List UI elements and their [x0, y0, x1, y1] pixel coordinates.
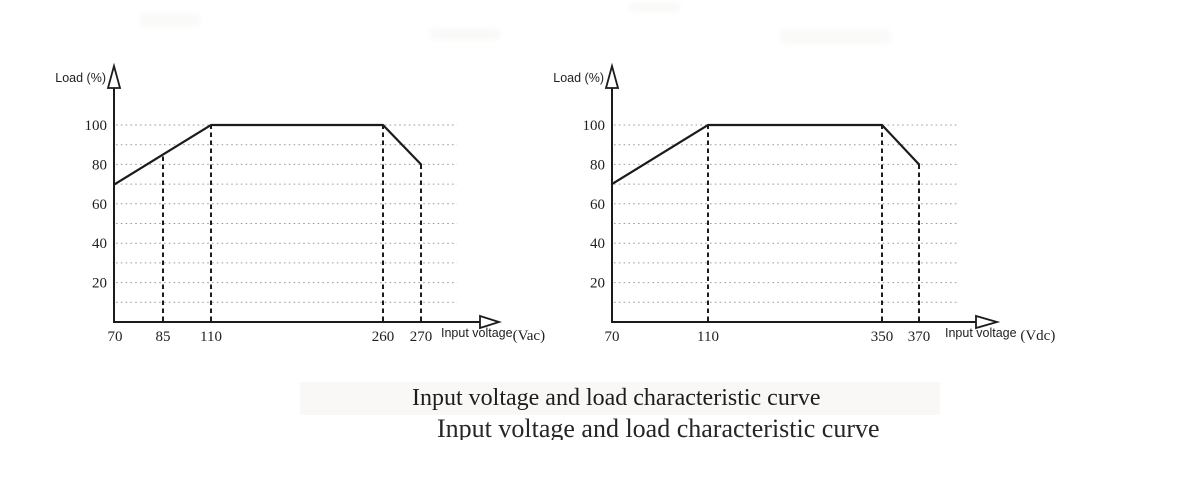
x-tick-label: 110 — [697, 329, 719, 345]
y-tick-label: 40 — [92, 236, 107, 252]
x-axis-arrow-icon — [479, 314, 502, 330]
x-axis-title: Input voltage(Vac) — [441, 326, 545, 344]
y-tick-label: 60 — [92, 197, 107, 213]
x-axis-title-text: Input voltage — [441, 326, 513, 340]
scan-artifact — [140, 14, 200, 26]
x-tick-label: 85 — [156, 329, 171, 345]
y-tick-label: 20 — [92, 276, 107, 292]
scan-artifact — [780, 30, 890, 44]
y-tick-label: 80 — [590, 157, 605, 173]
x-axis-arrow-icon — [975, 314, 1001, 330]
y-axis-title: Load (%) — [553, 71, 604, 85]
x-axis-unit: (Vac) — [513, 328, 545, 344]
x-axis-title-text: Input voltage — [945, 326, 1017, 340]
x-tick-label: 70 — [108, 329, 123, 345]
y-tick-label: 20 — [590, 276, 605, 292]
y-tick-label: 80 — [92, 157, 107, 173]
x-axis-unit: (Vdc) — [1017, 328, 1056, 344]
scan-artifact — [630, 2, 680, 12]
input-voltage-load-curve-vac: 20 40 60 80 100 70 85 110 260 270 Load (%) Input vo… — [55, 62, 545, 345]
input-voltage-load-curve-vdc: 20 40 60 80 100 70 110 350 370 Load (%) Input volt… — [553, 62, 1055, 345]
load-vs-input-voltage-vac — [113, 123, 423, 186]
y-axis-arrow-icon — [106, 62, 122, 89]
x-tick-label: 110 — [200, 329, 222, 345]
y-axis-title: Load (%) — [55, 71, 106, 85]
y-tick-label: 60 — [590, 197, 605, 213]
y-tick-label: 100 — [85, 118, 108, 134]
load-vs-input-voltage-vdc — [610, 123, 921, 186]
figure-caption-duplicate-text: Input voltage and load characteristic cu… — [437, 414, 880, 440]
y-tick-label: 100 — [583, 118, 606, 134]
x-tick-label: 350 — [871, 329, 894, 345]
x-axis-title: Input voltage (Vdc) — [945, 326, 1055, 344]
x-tick-label: 270 — [410, 329, 433, 345]
scan-artifact — [430, 28, 500, 40]
caption-highlight-band — [300, 382, 940, 415]
y-axis-arrow-icon — [604, 62, 620, 89]
x-tick-label: 260 — [372, 329, 395, 345]
y-tick-label: 40 — [590, 236, 605, 252]
figure-caption: Input voltage and load characteristic cu… — [412, 385, 821, 411]
x-tick-label: 70 — [605, 329, 620, 345]
figure-caption-duplicate-clipped: Input voltage and load characteristic cu… — [437, 414, 977, 440]
x-tick-label: 370 — [908, 329, 931, 345]
